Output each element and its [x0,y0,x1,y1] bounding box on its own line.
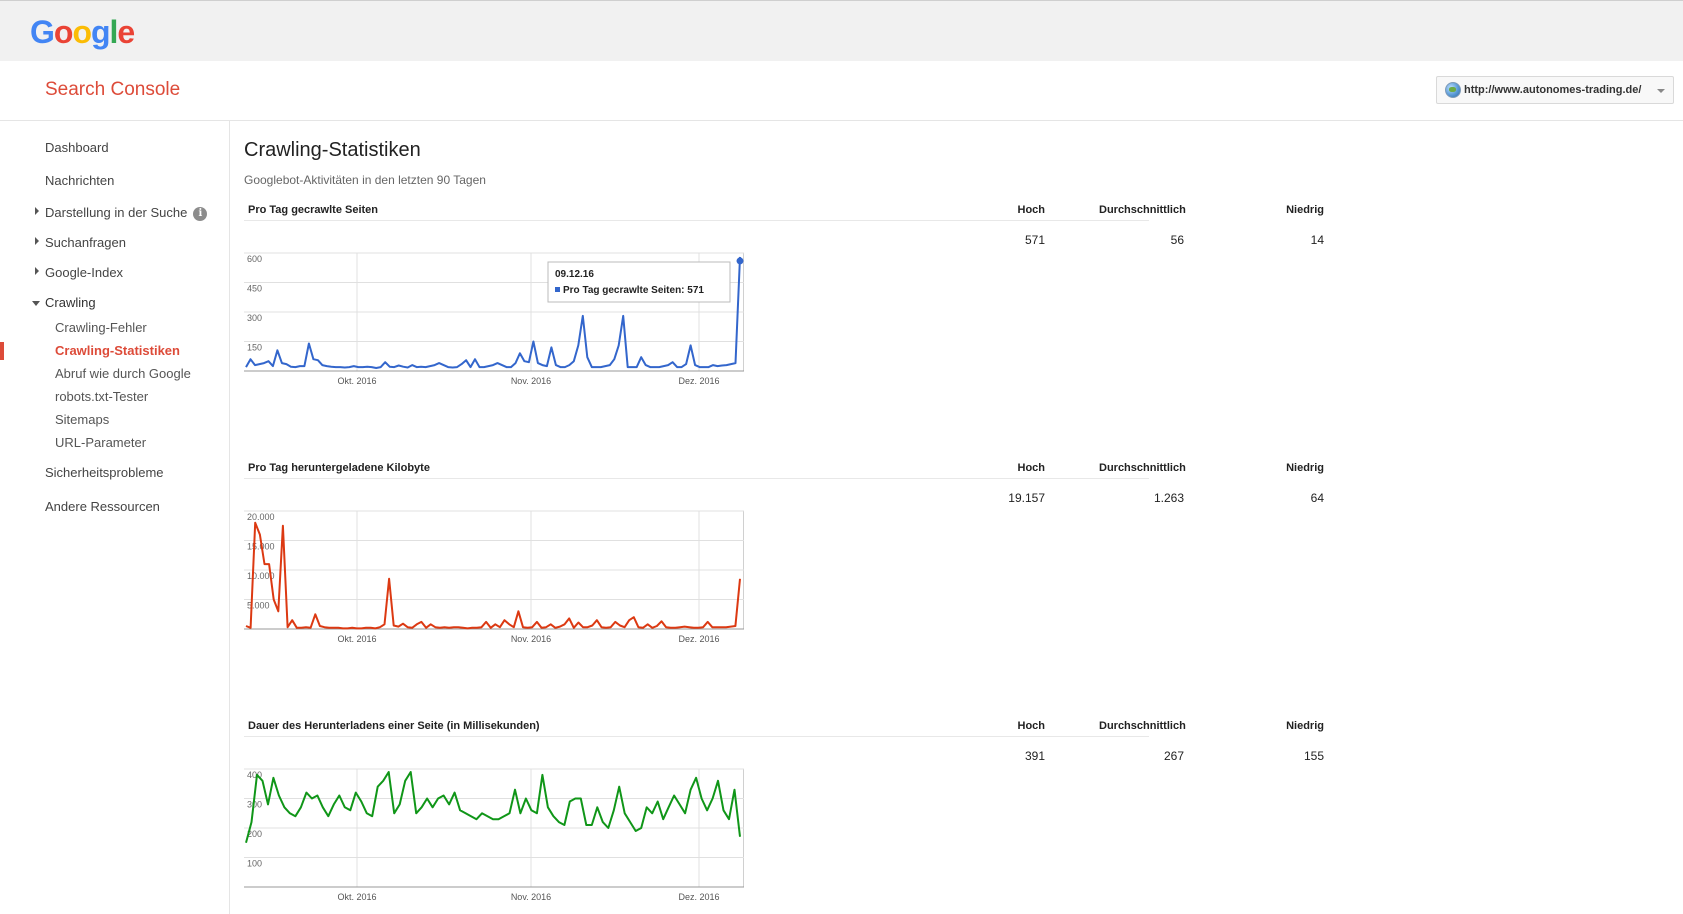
page-title: Crawling-Statistiken [244,139,421,161]
y-tick-label: 400 [247,770,262,780]
y-tick-label: 600 [247,254,262,264]
property-selector[interactable]: http://www.autonomes-trading.de/ [1436,76,1674,104]
series-line [245,771,741,844]
section-title: Pro Tag heruntergeladene Kilobyte [248,462,430,474]
expand-arrow-icon[interactable] [35,237,39,245]
sidebar-item-search-appearance[interactable]: Darstellung in der Suche i [45,205,208,221]
col-high-header: Hoch [1017,462,1046,474]
sidebar-item-other-resources[interactable]: Andere Ressourcen [45,499,160,514]
col-low-header: Niedrig [1286,204,1324,216]
section-header: Pro Tag heruntergeladene Kilobyte Hoch D… [244,459,1324,479]
x-tick-label: Dez. 2016 [678,376,719,386]
y-tick-label: 300 [247,313,262,323]
main-content: Crawling-Statistiken Googlebot-Aktivität… [244,121,1674,914]
sidebar-item-robots-tester[interactable]: robots.txt-Tester [55,389,149,404]
sidebar-nav: Dashboard Nachrichten Darstellung in der… [0,121,230,914]
x-tick-label: Dez. 2016 [678,892,719,902]
y-tick-label: 10.000 [247,571,275,581]
col-high-header: Hoch [1017,204,1046,216]
sidebar-item-url-parameters[interactable]: URL-Parameter [55,435,147,450]
y-tick-label: 100 [247,859,262,869]
section-title: Dauer des Herunterladens einer Seite (in… [248,720,540,732]
active-item-marker [0,342,4,360]
sidebar-item-label: Darstellung in der Suche [45,205,188,220]
logo-letter: g [90,14,111,50]
y-tick-label: 200 [247,829,262,839]
col-avg-header: Durchschnittlich [1099,462,1186,474]
expand-arrow-icon[interactable] [35,267,39,275]
collapse-arrow-icon[interactable] [32,301,40,306]
logo-letter: l [109,14,119,50]
sidebar-item-fetch-as-google[interactable]: Abruf wie durch Google [55,366,191,381]
logo-letter: e [117,14,135,50]
section-header: Dauer des Herunterladens einer Seite (in… [244,717,1324,737]
crawled-pages-chart[interactable]: 150 300 450 600 Okt. 2016 Nov. 2016 Dez. 2016 0… [244,251,744,391]
info-icon[interactable]: i [193,207,208,221]
logo-letter: o [53,14,74,50]
tooltip-date: 09.12.16 [555,269,594,280]
tooltip-label: Pro Tag gecrawlte Seiten: 571 [563,285,704,296]
sidebar-item-dashboard[interactable]: Dashboard [45,140,109,155]
sidebar-item-sitemaps[interactable]: Sitemaps [55,412,110,427]
x-tick-label: Okt. 2016 [337,634,376,644]
average-value: 56 [1170,233,1184,247]
product-title[interactable]: Search Console [45,79,181,100]
section-header: Pro Tag gecrawlte Seiten Hoch Durchschni… [244,201,1324,221]
high-value: 571 [1024,233,1045,247]
col-low-header: Niedrig [1286,720,1324,732]
x-tick-label: Nov. 2016 [511,634,551,644]
section-title: Pro Tag gecrawlte Seiten [248,204,379,216]
page-subtitle: Googlebot-Aktivitäten in den letzten 90 … [244,173,486,187]
tooltip-swatch [555,287,560,292]
sidebar-item-search-traffic[interactable]: Suchanfragen [45,235,126,250]
sidebar-item-google-index[interactable]: Google-Index [45,265,124,280]
property-url: http://www.autonomes-trading.de/ [1464,84,1642,96]
low-value: 14 [1310,233,1324,247]
top-bar: Google [0,0,1683,61]
x-tick-label: Nov. 2016 [511,376,551,386]
y-tick-label: 150 [247,343,262,353]
series-line [245,256,741,369]
col-avg-header: Durchschnittlich [1099,720,1186,732]
y-tick-label: 450 [247,284,262,294]
x-tick-label: Nov. 2016 [511,892,551,902]
x-tick-label: Okt. 2016 [337,892,376,902]
average-value: 267 [1163,749,1184,763]
hovered-point [736,257,744,265]
average-value: 1.263 [1153,491,1184,505]
col-high-header: Hoch [1017,720,1046,732]
x-tick-label: Okt. 2016 [337,376,376,386]
logo-letter: o [72,14,92,50]
globe-icon [1445,82,1461,98]
chart-tooltip: 09.12.16 Pro Tag gecrawlte Seiten: 571 [547,261,731,303]
high-value: 19.157 [1008,491,1045,505]
sidebar-item-security[interactable]: Sicherheitsprobleme [45,465,164,480]
y-tick-label: 20.000 [247,512,275,522]
low-value: 155 [1303,749,1324,763]
logo-letter: G [30,14,55,50]
sidebar-item-crawl-stats[interactable]: Crawling-Statistiken [55,343,180,358]
col-low-header: Niedrig [1286,462,1324,474]
sidebar-item-crawl[interactable]: Crawling [45,295,96,310]
series-line [245,521,741,630]
high-value: 391 [1024,749,1045,763]
col-avg-header: Durchschnittlich [1099,204,1186,216]
x-tick-label: Dez. 2016 [678,634,719,644]
tooltip-box [547,261,731,303]
chevron-down-icon [1657,89,1665,93]
expand-arrow-icon[interactable] [35,207,39,215]
product-header: Search Console http://www.autonomes-trad… [0,61,1683,121]
google-logo[interactable]: Google [30,14,135,51]
sidebar-item-messages[interactable]: Nachrichten [45,173,115,188]
low-value: 64 [1310,491,1324,505]
y-tick-label: 5.000 [247,601,270,611]
sidebar-item-crawl-errors[interactable]: Crawling-Fehler [55,320,147,335]
